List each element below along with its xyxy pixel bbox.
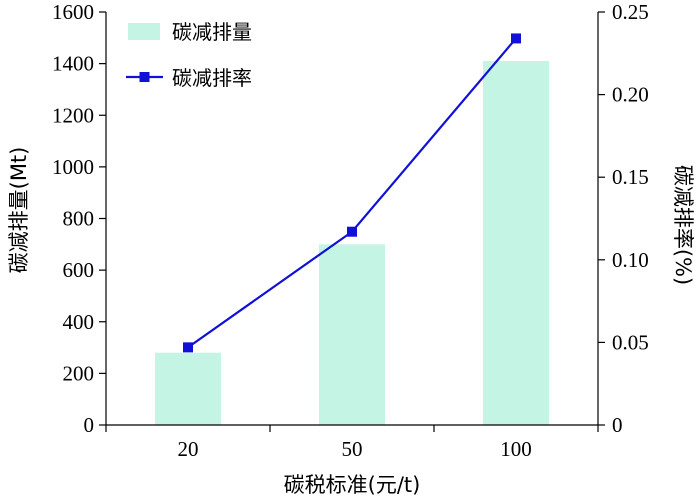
line-layer	[183, 33, 521, 353]
y-tick-label-right: 0.25	[612, 0, 649, 24]
y-tick-label-left: 400	[63, 310, 95, 334]
legend-label-line: 碳减排率	[172, 66, 252, 90]
axes-layer: 0 200 400 600 800 1000 1200 1400 1600 0 0.05 0.10 0.…	[52, 0, 649, 461]
legend-label-bar: 碳减排量	[172, 20, 252, 44]
y-tick-label-left: 1200	[52, 103, 94, 127]
legend-swatch-bar	[128, 23, 160, 40]
bar	[155, 352, 221, 425]
y-tick-label-right: 0.10	[612, 248, 649, 272]
line-marker	[183, 342, 193, 353]
bars-layer	[155, 61, 549, 425]
x-tick-label: 100	[500, 437, 532, 461]
x-axis-title: 碳税标准(元/t)	[284, 473, 421, 497]
y-tick-label-left: 600	[63, 258, 95, 282]
x-tick-label: 50	[342, 437, 363, 461]
legend: 碳减排量 碳减排率	[126, 20, 252, 90]
line-marker	[347, 226, 357, 237]
x-tick-label: 20	[178, 437, 199, 461]
line-marker	[511, 33, 521, 44]
y-tick-label-left: 1000	[52, 155, 94, 179]
y-axis-title-right: 碳减排率(%)	[671, 165, 695, 285]
y-tick-label-right: 0	[612, 413, 623, 437]
bar	[483, 61, 549, 425]
legend-swatch-marker	[139, 72, 150, 82]
y-tick-label-left: 1400	[52, 52, 94, 76]
y-axis-title-left: 碳减排量(Mt)	[7, 147, 31, 274]
y-tick-label-left: 800	[63, 207, 95, 231]
y-tick-label-left: 1600	[52, 0, 94, 24]
y-tick-label-right: 0.05	[612, 330, 649, 354]
bar	[319, 244, 385, 425]
y-tick-label-right: 0.20	[612, 83, 649, 107]
y-tick-label-left: 0	[84, 413, 95, 437]
y-tick-label-right: 0.15	[612, 165, 649, 189]
y-tick-label-left: 200	[63, 361, 95, 385]
